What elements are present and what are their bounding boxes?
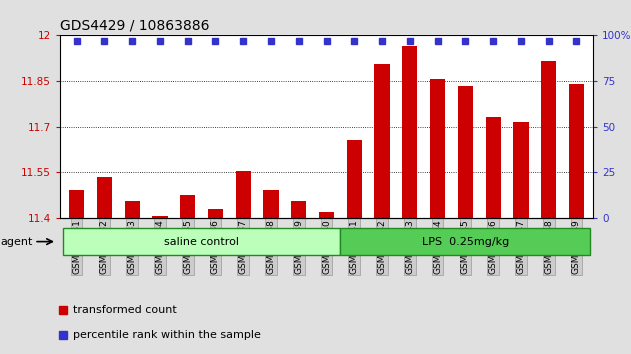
Bar [374,64,390,218]
Bar [208,209,223,218]
Text: LPS  0.25mg/kg: LPS 0.25mg/kg [422,236,509,247]
FancyBboxPatch shape [62,228,341,255]
Bar [541,61,557,218]
Bar [291,201,307,218]
Bar [69,190,85,218]
Bar [485,118,501,218]
Text: GDS4429 / 10863886: GDS4429 / 10863886 [60,19,209,33]
FancyBboxPatch shape [341,228,591,255]
Bar [263,190,279,218]
Bar [346,140,362,218]
Bar [152,216,168,218]
Text: saline control: saline control [164,236,239,247]
Bar [97,177,112,218]
Text: agent: agent [1,236,33,247]
Bar [457,86,473,218]
Text: percentile rank within the sample: percentile rank within the sample [73,330,261,339]
Bar [569,84,584,218]
Text: transformed count: transformed count [73,305,177,315]
Bar [402,46,418,218]
Bar [319,212,334,218]
Bar [235,171,251,218]
Bar [180,195,196,218]
Bar [124,201,140,218]
Bar [513,122,529,218]
Bar [430,79,445,218]
